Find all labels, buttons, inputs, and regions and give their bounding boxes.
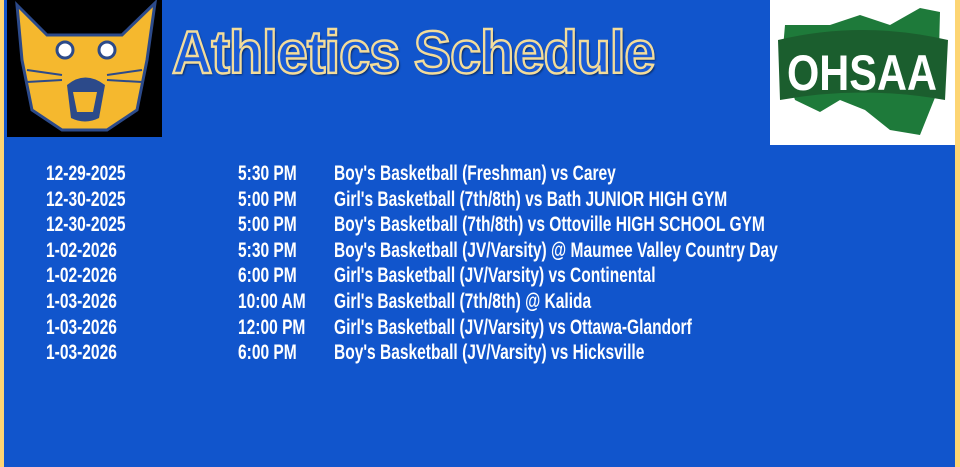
event-time: 10:00 AM (238, 290, 306, 313)
event-date: 1-02-2026 (46, 238, 117, 262)
event-date: 12-29-2025 (46, 162, 126, 185)
event-time: 12:00 PM (238, 315, 306, 339)
event-description: Boy's Basketball (Freshman) vs Carey (334, 162, 616, 185)
event-description: Girl's Basketball (JV/Varsity) vs Contin… (334, 264, 656, 288)
ohsaa-state-logo-icon: OHSAA (778, 8, 948, 135)
bobcat-mascot-icon (15, 0, 157, 132)
event-description: Girl's Basketball (7th/8th) @ Kalida (334, 290, 592, 313)
schedule-row: 12-30-2025 5:00 PM Girl's Basketball (7th/… (0, 188, 960, 212)
schedule-row: 12-29-2025 5:30 PM Boy's Basketball (Fresh… (0, 162, 960, 186)
event-description: Girl's Basketball (7th/8th) vs Bath JUNI… (334, 187, 728, 211)
event-date: 1-03-2026 (46, 315, 117, 339)
event-description: Boy's Basketball (7th/8th) vs Ottoville … (334, 213, 765, 237)
event-date: 1-02-2026 (46, 264, 117, 288)
schedule-row: 1-03-2026 12:00 PM Girl's Basketball (JV/V… (0, 316, 960, 340)
event-date: 1-03-2026 (46, 341, 117, 365)
event-date: 1-03-2026 (46, 290, 117, 313)
schedule-row: 1-03-2026 6:00 PM Boy's Basketball (JV/Var… (0, 341, 960, 365)
schedule-row: 1-02-2026 5:30 PM Boy's Basketball (JV/Var… (0, 239, 960, 263)
schedule-row: 1-03-2026 10:00 AM Girl's Basketball (7th/… (0, 290, 960, 314)
ohsaa-logo: OHSAA (770, 0, 955, 145)
schedule-row: 12-30-2025 5:00 PM Boy's Basketball (7th/8… (0, 213, 960, 237)
event-date: 12-30-2025 (46, 187, 126, 211)
event-date: 12-30-2025 (46, 213, 126, 237)
ohsaa-logo-text: OHSAA (787, 45, 937, 101)
bobcat-logo (7, 0, 162, 137)
page-title: Athletics Schedule (171, 18, 657, 88)
event-description: Boy's Basketball (JV/Varsity) @ Maumee V… (334, 238, 778, 262)
event-time: 5:00 PM (238, 213, 297, 237)
event-time: 5:30 PM (238, 162, 297, 185)
event-time: 6:00 PM (238, 341, 297, 365)
schedule-row: 1-02-2026 6:00 PM Girl's Basketball (JV/Va… (0, 264, 960, 288)
event-time: 5:30 PM (238, 238, 297, 262)
event-description: Boy's Basketball (JV/Varsity) vs Hicksvi… (334, 341, 645, 365)
event-description: Girl's Basketball (JV/Varsity) vs Ottawa… (334, 315, 692, 339)
event-time: 6:00 PM (238, 264, 297, 288)
event-time: 5:00 PM (238, 187, 297, 211)
